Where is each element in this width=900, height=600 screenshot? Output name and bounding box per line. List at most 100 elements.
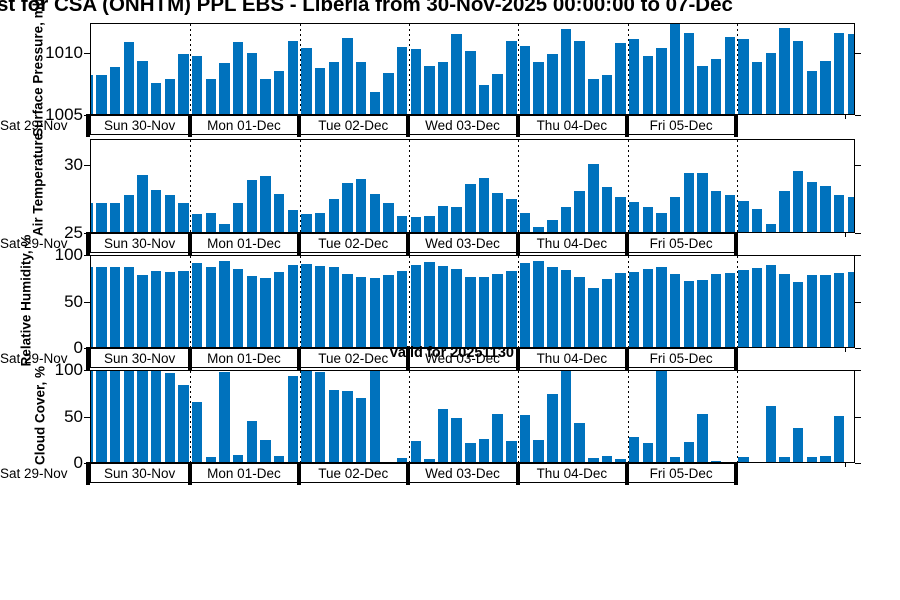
x-tick-label-outside: Sat 29-Nov — [0, 466, 68, 481]
bar — [779, 273, 790, 347]
bar — [519, 212, 531, 232]
day-separator-bar — [734, 232, 739, 255]
day-boundary-dotted-line — [627, 256, 629, 347]
y-tick-label: 0 — [73, 338, 83, 357]
day-separator-bar — [187, 347, 192, 370]
bar — [492, 192, 503, 232]
bar — [123, 41, 134, 114]
bar — [396, 46, 408, 114]
bar — [738, 457, 749, 462]
bar — [629, 271, 640, 347]
day-boundary-dotted-line — [299, 140, 301, 232]
bar — [205, 212, 216, 232]
bar — [765, 265, 777, 347]
bar — [123, 267, 134, 347]
bar — [656, 371, 667, 462]
bar — [492, 74, 503, 114]
day-separator-bar — [515, 462, 520, 485]
day-label-box: Sun 30-Nov — [90, 463, 190, 483]
plot-area — [90, 23, 855, 115]
bar — [260, 278, 271, 347]
bar — [383, 72, 394, 114]
bar — [765, 223, 777, 232]
bar — [478, 85, 490, 114]
day-boundary-dotted-line — [518, 371, 520, 462]
bar — [191, 402, 203, 462]
day-boundary-dotted-line — [190, 140, 192, 232]
bar — [410, 49, 421, 114]
bar — [164, 271, 175, 347]
day-boundary-dotted-line — [190, 24, 192, 114]
y-tick-mark — [84, 164, 90, 166]
x-tick-label-outside: Sat 29-Nov — [0, 351, 68, 366]
bar — [697, 280, 708, 347]
bar — [355, 397, 367, 462]
bar — [301, 48, 312, 114]
bar — [711, 273, 722, 347]
bar — [396, 270, 408, 347]
day-separator-bar — [406, 232, 411, 255]
plot-area — [90, 370, 855, 463]
bar — [806, 457, 818, 462]
bar — [424, 262, 435, 347]
day-boundary-dotted-line — [736, 256, 738, 347]
y-tick-mark — [84, 255, 90, 256]
bar — [711, 461, 722, 462]
bar — [246, 53, 257, 114]
bar — [806, 70, 818, 114]
bar — [164, 195, 175, 232]
bar — [178, 203, 189, 232]
bar — [232, 268, 244, 347]
bar — [219, 223, 230, 232]
bar — [588, 458, 599, 462]
y-tick-label: 1005 — [45, 105, 83, 124]
x-tick-label-outside: Sat 29-Nov — [0, 236, 68, 251]
bar — [314, 212, 326, 232]
bar — [506, 40, 517, 114]
bar — [191, 214, 203, 232]
bar — [328, 267, 339, 347]
bar — [109, 66, 121, 114]
bar — [560, 207, 572, 232]
bar — [191, 263, 203, 347]
bar — [683, 33, 695, 114]
bar — [656, 48, 667, 114]
y-tick-mark — [855, 301, 861, 303]
y-tick-label: 1010 — [45, 42, 83, 62]
bar — [738, 269, 749, 347]
day-separator-bar — [515, 347, 520, 370]
bar — [697, 65, 708, 114]
bar — [91, 267, 93, 347]
y-tick-label: 100 — [54, 360, 83, 379]
bar — [246, 276, 257, 347]
bar — [847, 196, 854, 232]
plot-area — [90, 139, 855, 233]
bar — [478, 438, 490, 462]
bar — [533, 439, 544, 462]
day-separator-bar — [625, 347, 629, 370]
bar — [437, 409, 449, 462]
bar — [779, 457, 790, 462]
day-boundary-dotted-line — [190, 371, 192, 462]
day-boundary-dotted-line — [627, 24, 629, 114]
bar — [506, 440, 517, 462]
day-label-box: Sun 30-Nov — [90, 233, 190, 253]
bar — [478, 177, 490, 232]
x-tick-mark — [845, 233, 847, 237]
day-separator-bar — [187, 462, 192, 485]
day-boundary-dotted-line — [736, 140, 738, 232]
day-separator-bar — [625, 232, 629, 255]
day-separator-bar — [85, 232, 90, 255]
bar — [560, 371, 572, 462]
bar — [765, 53, 777, 114]
day-label-box: Mon 01-Dec — [189, 463, 299, 483]
day-boundary-dotted-line — [190, 256, 192, 347]
bar — [547, 394, 558, 462]
day-label-box: Wed 03-Dec — [407, 463, 518, 483]
bar — [342, 38, 353, 114]
bar — [328, 390, 339, 462]
bar — [519, 414, 531, 462]
bar — [260, 79, 271, 114]
bar — [629, 202, 640, 232]
